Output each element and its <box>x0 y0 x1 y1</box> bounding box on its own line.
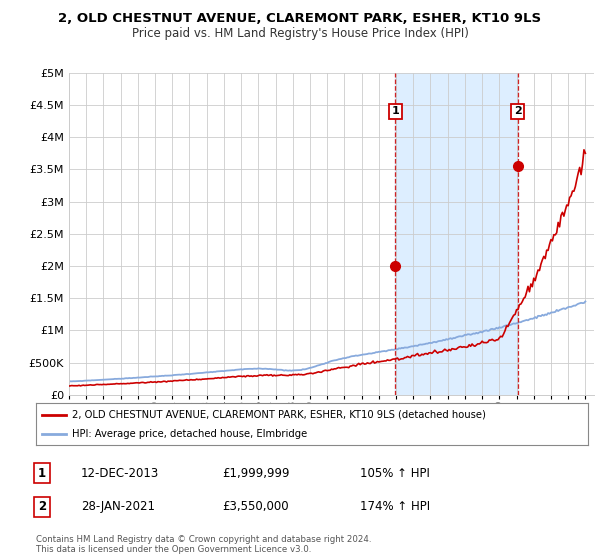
Text: Contains HM Land Registry data © Crown copyright and database right 2024.
This d: Contains HM Land Registry data © Crown c… <box>36 535 371 554</box>
Text: Price paid vs. HM Land Registry's House Price Index (HPI): Price paid vs. HM Land Registry's House … <box>131 27 469 40</box>
Bar <box>395 73 518 395</box>
Text: 1: 1 <box>38 466 46 480</box>
Text: 1: 1 <box>391 106 399 116</box>
Text: 2, OLD CHESTNUT AVENUE, CLAREMONT PARK, ESHER, KT10 9LS (detached house): 2, OLD CHESTNUT AVENUE, CLAREMONT PARK, … <box>72 409 486 419</box>
Text: 2: 2 <box>38 500 46 514</box>
Text: 12-DEC-2013: 12-DEC-2013 <box>81 466 159 480</box>
Text: 105% ↑ HPI: 105% ↑ HPI <box>360 466 430 480</box>
Text: 174% ↑ HPI: 174% ↑ HPI <box>360 500 430 514</box>
Text: 28-JAN-2021: 28-JAN-2021 <box>81 500 155 514</box>
Text: £3,550,000: £3,550,000 <box>222 500 289 514</box>
Text: £1,999,999: £1,999,999 <box>222 466 290 480</box>
Text: HPI: Average price, detached house, Elmbridge: HPI: Average price, detached house, Elmb… <box>72 429 307 439</box>
Text: 2, OLD CHESTNUT AVENUE, CLAREMONT PARK, ESHER, KT10 9LS: 2, OLD CHESTNUT AVENUE, CLAREMONT PARK, … <box>58 12 542 25</box>
Text: 2: 2 <box>514 106 521 116</box>
